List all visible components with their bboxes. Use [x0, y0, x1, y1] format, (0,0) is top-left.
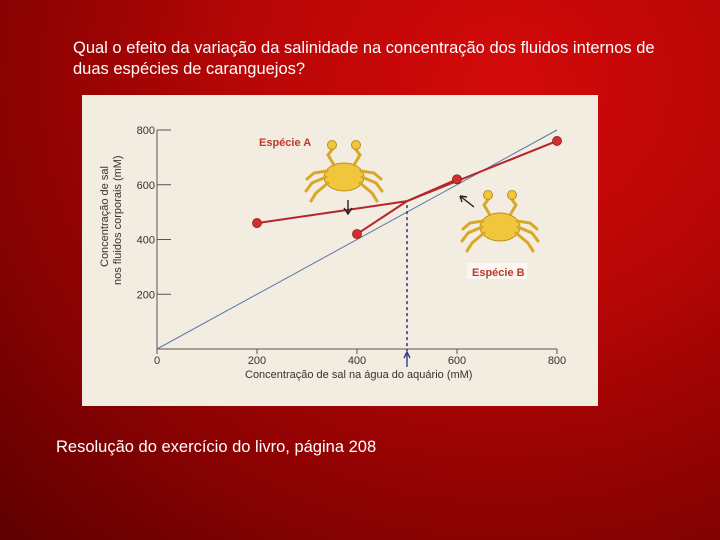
- crab-claw: [507, 190, 517, 200]
- x-axis-title: Concentração de sal na água do aquário (…: [245, 369, 472, 381]
- chart-background: [82, 95, 598, 406]
- crab-leg: [358, 181, 379, 203]
- x-tick-label: 200: [248, 355, 266, 367]
- x-tick-label: 0: [154, 355, 160, 367]
- crab-body: [479, 212, 521, 242]
- crab-leg: [460, 225, 484, 243]
- up-arrow-icon: [403, 350, 411, 367]
- x-tick-label: 800: [548, 355, 566, 367]
- crab-leg: [514, 231, 535, 253]
- arrow-down-icon: [343, 200, 353, 216]
- y-tick-label: 400: [137, 235, 155, 247]
- series-layer: [252, 136, 562, 239]
- data-point: [552, 136, 562, 146]
- crab-leg: [360, 175, 384, 193]
- crab-leg: [305, 169, 329, 181]
- data-point: [252, 218, 262, 228]
- y-tick-label: 800: [137, 125, 155, 137]
- series-label-species-b: Espécie B: [472, 267, 525, 279]
- y-axis-title-line-1: Concentração de sal: [99, 166, 111, 267]
- up-arrow-icon-path: [403, 350, 411, 367]
- crab-icon-species-b: [460, 190, 540, 253]
- data-point: [452, 174, 462, 185]
- crab-leg: [304, 175, 328, 193]
- crab-leg: [515, 219, 539, 231]
- salinity-chart: 0 200 400 600 800 200 400 600 800 Espécie A Espé…: [82, 95, 598, 406]
- isosmotic-diagonal-line: [156, 129, 558, 350]
- crab-claw: [351, 140, 361, 150]
- chart-figure: 0 200 400 600 800 200 400 600 800 Espécie A Espé…: [82, 95, 598, 406]
- crab-leg: [309, 181, 330, 203]
- series-line-species-b: [356, 178, 458, 235]
- crab-body: [323, 162, 365, 192]
- crab-claw: [483, 190, 493, 200]
- crab-leg: [461, 219, 485, 231]
- slide-question: Qual o efeito da variação da salinidade …: [73, 39, 655, 78]
- arrow-to-line-icon: [459, 195, 475, 208]
- y-tick-label: 600: [137, 180, 155, 192]
- series-label-species-b-bg: [467, 263, 527, 279]
- crab-leg: [516, 225, 540, 243]
- data-point: [352, 229, 362, 239]
- y-axis-title-line-2: nos fluidos corporais (mM): [112, 155, 124, 285]
- crab-icon-species-a: [304, 140, 384, 203]
- slide-caption: Resolução do exercício do livro, página …: [56, 438, 377, 456]
- crab-claw: [327, 140, 337, 150]
- y-tick-label: 200: [137, 289, 155, 301]
- x-tick-label: 400: [348, 355, 366, 367]
- crab-leg: [465, 231, 486, 253]
- crab-leg: [359, 169, 383, 181]
- series-label-species-a: Espécie A: [259, 137, 311, 149]
- ticks: 0 200 400 600 800 200 400 600 800: [137, 125, 567, 367]
- x-tick-label: 600: [448, 355, 466, 367]
